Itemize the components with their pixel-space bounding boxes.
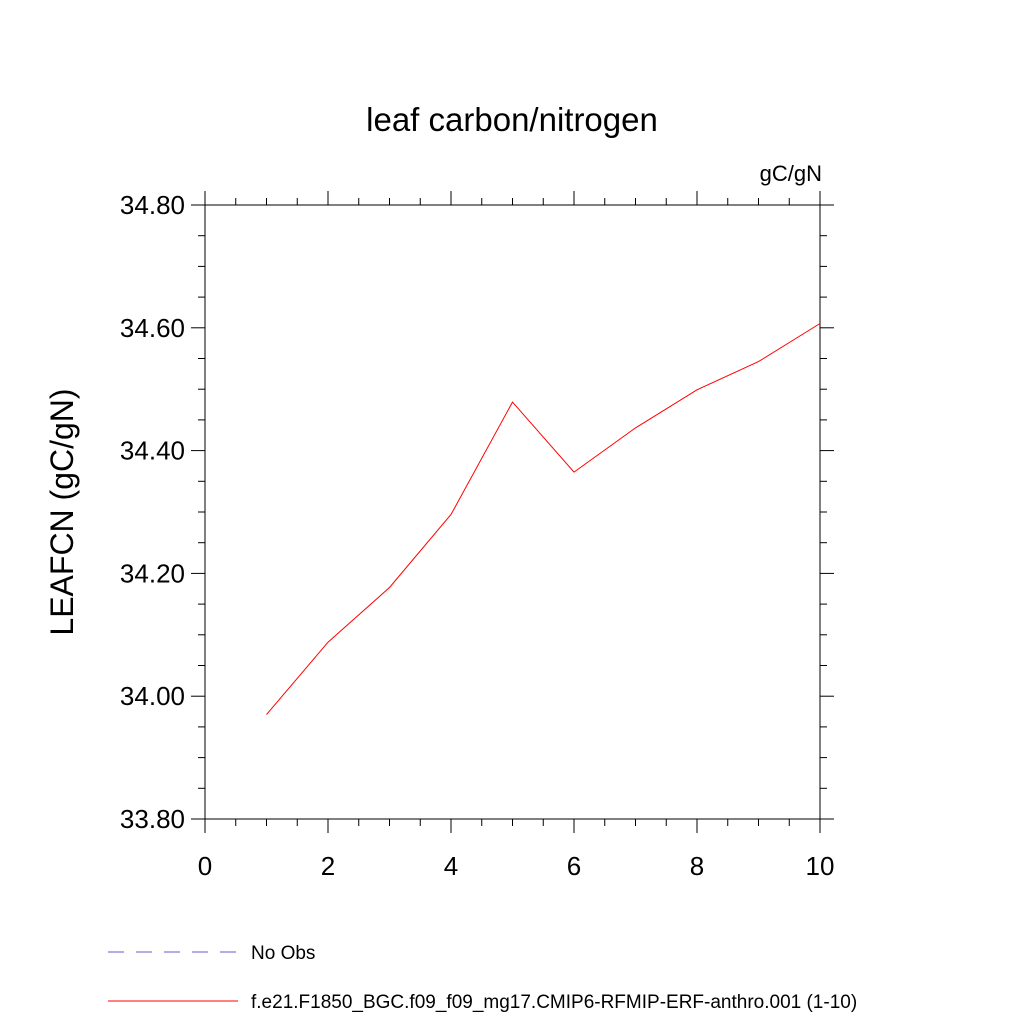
y-axis-label: LEAFCN (gC/gN)	[44, 388, 80, 635]
y-tick-label: 34.00	[120, 681, 185, 711]
x-tick-label: 6	[567, 851, 581, 881]
plot-frame	[204, 204, 821, 820]
units-label: gC/gN	[760, 161, 822, 186]
y-tick-label: 33.80	[120, 804, 185, 834]
y-tick-label: 34.40	[120, 436, 185, 466]
series-line	[266, 323, 821, 715]
legend: No Obs f.e21.F1850_BGC.f09_f09_mg17.CMIP6…	[108, 943, 857, 1013]
y-tick-label: 34.20	[120, 558, 185, 588]
series-layer	[266, 323, 821, 715]
chart-title: leaf carbon/nitrogen	[366, 101, 658, 138]
x-tick-label: 10	[806, 851, 835, 881]
x-tick-label: 4	[444, 851, 458, 881]
x-tick-label: 2	[321, 851, 335, 881]
y-tick-label: 34.60	[120, 313, 185, 343]
legend-label: f.e21.F1850_BGC.f09_f09_mg17.CMIP6-RFMIP…	[251, 992, 857, 1013]
legend-label: No Obs	[251, 943, 315, 964]
x-tick-label: 0	[198, 851, 212, 881]
y-tick-label: 34.80	[120, 190, 185, 220]
axes: 0 2 4 6 8 10 33.80 34.00 34.20 34.40 34.60 34.80	[120, 190, 835, 881]
x-tick-label: 8	[690, 851, 704, 881]
